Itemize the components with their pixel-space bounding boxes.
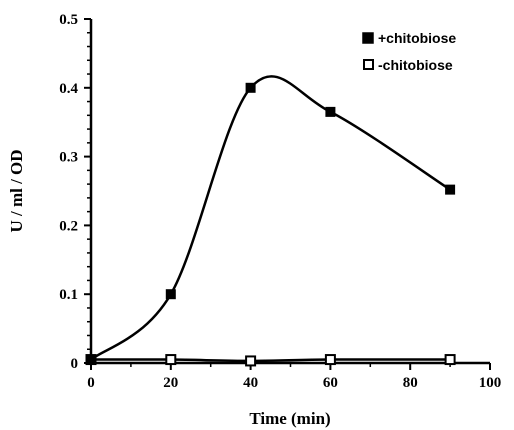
data-point-open-square [165, 354, 177, 366]
series-lines [90, 75, 451, 363]
legend-open-square-marker [363, 59, 374, 70]
legend-label-plus-chitobiose: +chitobiose [378, 30, 456, 46]
x-axis-title: Time (min) [249, 409, 330, 428]
y-tick-label: 0.5 [59, 12, 78, 28]
legend-item-plus-chitobiose: +chitobiose [362, 30, 456, 46]
series-line-plus-chitobiose [90, 75, 451, 361]
data-point-open-square [324, 354, 336, 366]
y-axis-title: U / ml / OD [7, 149, 26, 232]
tick-labels: 0 20 40 60 80 100 0 0.1 0.2 0.3 0.4 0.5 [59, 12, 501, 391]
data-point-filled-square [445, 184, 456, 195]
series-markers [85, 82, 456, 367]
data-point-filled-square [86, 354, 96, 365]
y-tick-label: 0.1 [59, 287, 78, 303]
x-tick-label: 100 [479, 375, 502, 391]
data-point-open-square [245, 355, 257, 367]
y-tick-label: 0.3 [59, 150, 78, 166]
data-point-open-square [444, 354, 456, 366]
legend-label-minus-chitobiose: -chitobiose [378, 57, 453, 73]
y-tick-label: 0.4 [59, 81, 78, 97]
x-tick-label: 0 [87, 375, 95, 391]
y-tick-label: 0 [71, 356, 79, 372]
data-point-filled-square [325, 106, 336, 117]
x-tick-label: 40 [243, 375, 258, 391]
y-tick-label: 0.2 [59, 218, 78, 234]
data-point-filled-square [165, 289, 176, 300]
legend-filled-square-marker [362, 32, 374, 44]
x-tick-label: 80 [403, 375, 418, 391]
x-tick-label: 20 [163, 375, 178, 391]
x-tick-label: 60 [323, 375, 338, 391]
series-line-minus-chitobiose [90, 358, 451, 363]
data-point-filled-square [245, 82, 256, 93]
legend: +chitobiose -chitobiose [362, 30, 456, 73]
legend-item-minus-chitobiose: -chitobiose [363, 57, 453, 73]
